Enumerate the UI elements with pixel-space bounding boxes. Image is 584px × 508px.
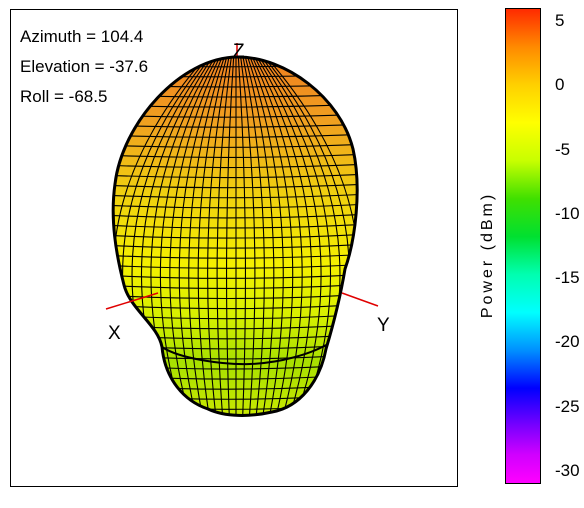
coordinate-axes: X Y Z xyxy=(105,41,390,344)
y-axis-label: Y xyxy=(377,315,390,336)
colorbar-tick: -5 xyxy=(555,139,571,159)
elevation-readout: Elevation = -37.6 xyxy=(20,57,149,76)
colorbar-tick: -20 xyxy=(555,332,580,352)
colorbar-label: Power (dBm) xyxy=(479,191,496,319)
x-axis-label: X xyxy=(108,323,121,344)
colorbar-tick: -25 xyxy=(555,396,580,416)
azimuth-readout: Azimuth = 104.4 xyxy=(20,27,144,46)
view-info: Azimuth = 104.4 Elevation = -37.6 Roll =… xyxy=(20,22,148,112)
colorbar-tick: -30 xyxy=(555,461,580,481)
z-axis-label: Z xyxy=(233,41,245,62)
y-axis-line xyxy=(341,292,379,307)
colorbar-tick: -10 xyxy=(555,203,580,223)
colorbar-tick: 0 xyxy=(555,75,565,95)
roll-readout: Roll = -68.5 xyxy=(20,87,108,106)
colorbar-tick: 5 xyxy=(555,10,565,30)
x-axis-line xyxy=(105,292,159,310)
colorbar-tick: -15 xyxy=(555,268,580,288)
radiation-pattern: X Y Z xyxy=(105,41,390,417)
colorbar xyxy=(505,8,541,484)
